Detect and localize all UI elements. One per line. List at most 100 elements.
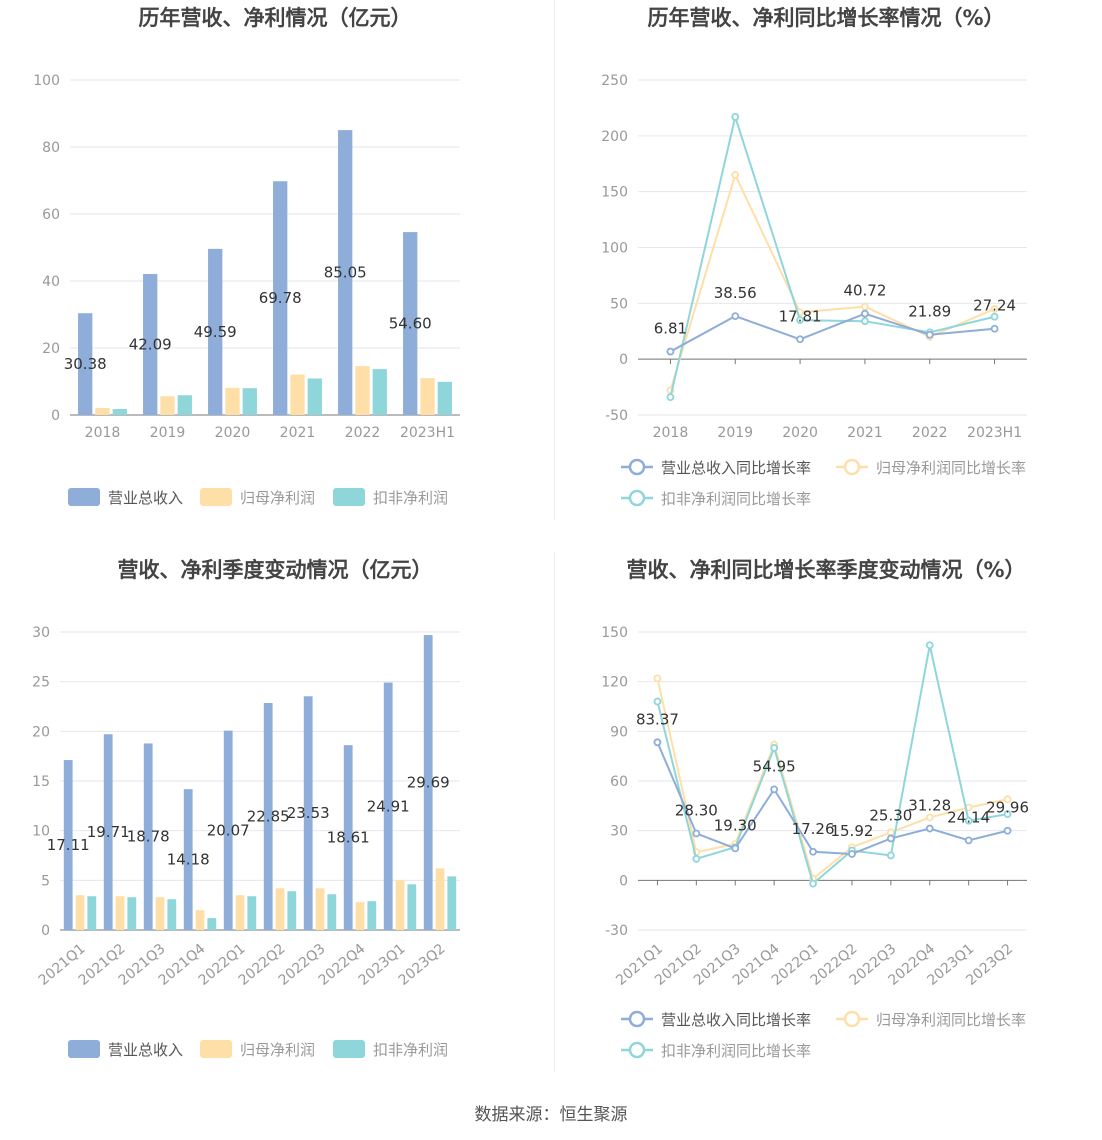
quarterly-revenue-profit-panel: 营收、净利季度变动情况（亿元） 0 5 10 15 20 25 30 2021Q1 2021Q2 2… (0, 552, 551, 1112)
bar-revenue (403, 232, 418, 415)
data-point (925, 813, 934, 822)
bar-deducted-net-profit (242, 388, 257, 415)
y-tick-label: 5 (41, 873, 50, 889)
data-label: 28.30 (675, 801, 718, 819)
x-tick-label: 2021 (280, 425, 316, 441)
bar-deducted-net-profit (247, 896, 257, 930)
y-tick-label: 250 (601, 73, 628, 89)
data-point (925, 824, 934, 833)
data-point (796, 335, 804, 344)
bar-deducted-net-profit (207, 918, 217, 930)
data-point (1003, 810, 1012, 819)
bar-revenue (263, 703, 273, 930)
data-point (770, 785, 779, 794)
data-point (666, 393, 675, 402)
y-tick-label: 25 (32, 675, 50, 691)
data-point (731, 312, 740, 321)
data-point (886, 834, 895, 843)
legend-label: 扣非净利润同比增长率 (661, 490, 811, 508)
data-label: 21.89 (908, 303, 951, 321)
bar-net-profit (155, 897, 165, 930)
x-tick-label: 2022 (912, 425, 948, 441)
bar-deducted-net-profit (177, 395, 192, 415)
bar-deducted-net-profit (87, 896, 97, 930)
series-line-deducted-net-profit-growth (656, 645, 1008, 886)
bar-deducted-net-profit (437, 381, 452, 415)
bar-net-profit (435, 868, 445, 930)
x-tick-label: 2019 (717, 425, 753, 441)
legend-marker (628, 489, 646, 507)
data-point (964, 816, 973, 825)
data-point (1003, 826, 1012, 835)
data-point (653, 697, 662, 706)
annual-revenue-profit-panel: 历年营收、净利情况（亿元） 0 20 40 60 80 100 2018 2019 2020 202… (0, 0, 551, 560)
y-tick-label: 120 (601, 675, 628, 691)
legend-label: 扣非净利润 (373, 489, 448, 507)
legend-swatch (333, 1040, 365, 1058)
x-tick-label: 2018 (653, 425, 689, 441)
data-label: 17.11 (47, 836, 90, 854)
data-point (886, 851, 895, 860)
data-point (925, 641, 934, 650)
data-point (861, 302, 869, 311)
bar-net-profit (235, 895, 245, 930)
bar-net-profit (275, 888, 285, 930)
chart-title: 营收、净利季度变动情况（亿元） (118, 558, 433, 582)
data-label: 20.07 (207, 821, 250, 839)
bar-net-profit (355, 366, 370, 415)
data-point (692, 829, 701, 838)
data-label: 54.95 (753, 757, 796, 775)
divider-bottom (554, 552, 555, 1072)
data-label: 17.26 (792, 820, 835, 838)
data-point (861, 317, 869, 326)
legend-label: 营业总收入同比增长率 (661, 1011, 811, 1029)
bar-revenue (338, 130, 353, 415)
y-tick-label: 0 (41, 923, 50, 939)
y-tick-label: 90 (610, 724, 628, 740)
y-tick-label: 100 (601, 241, 628, 257)
legend-swatch (68, 1040, 100, 1058)
data-point (731, 171, 740, 179)
bar-net-profit (315, 888, 325, 930)
bar-revenue (63, 760, 73, 930)
bar-deducted-net-profit (112, 408, 127, 415)
data-label: 22.85 (247, 808, 290, 826)
bar-net-profit (225, 387, 240, 415)
bar-net-profit (355, 902, 365, 930)
data-label: 19.71 (87, 823, 130, 841)
data-label: 30.38 (64, 355, 107, 373)
annual-growth-rate-chart: 历年营收、净利同比增长率情况（%） -50 0 50 100 150 200 250 2018 2… (601, 6, 1027, 508)
data-point (653, 674, 662, 683)
x-tick-label: 2022 (345, 425, 381, 441)
x-tick-label: 2023H1 (967, 425, 1022, 441)
quarterly-revenue-profit-chart: 营收、净利季度变动情况（亿元）0510152025302021Q12021Q22… (32, 558, 460, 1059)
y-tick-label: 15 (32, 774, 50, 790)
legend-marker (628, 458, 646, 476)
bar-net-profit (95, 407, 110, 415)
legend-marker (628, 1041, 646, 1059)
data-label: 40.72 (843, 282, 886, 300)
data-label: 18.78 (127, 828, 170, 846)
data-point (1003, 795, 1012, 804)
bar-deducted-net-profit (287, 891, 297, 930)
legend-label: 营业总收入 (108, 1041, 183, 1059)
data-label: 18.61 (327, 829, 370, 847)
y-tick-label: 60 (42, 207, 60, 223)
data-label: 14.18 (167, 851, 210, 869)
legend-label: 扣非净利润同比增长率 (661, 1042, 811, 1060)
bar-revenue (423, 635, 433, 930)
chart-title: 历年营收、净利同比增长率情况（%） (647, 6, 1004, 30)
data-point (848, 850, 856, 858)
bar-deducted-net-profit (447, 876, 457, 930)
x-tick-label: 2018 (85, 425, 121, 441)
bar-deducted-net-profit (367, 901, 377, 930)
y-tick-label: 60 (610, 774, 628, 790)
y-tick-label: 50 (610, 296, 628, 312)
bar-revenue (343, 745, 353, 930)
data-label: 85.05 (324, 264, 367, 282)
series-line-net-profit-growth (669, 172, 995, 391)
bar-net-profit (195, 910, 205, 930)
bar-revenue (143, 273, 158, 415)
legend-label: 归母净利润 (240, 489, 315, 507)
data-point (925, 330, 934, 339)
